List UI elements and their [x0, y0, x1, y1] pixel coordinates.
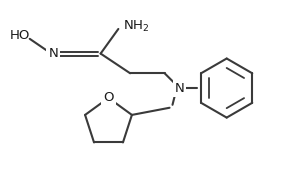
Text: O: O [103, 91, 114, 104]
Text: NH$_2$: NH$_2$ [123, 18, 150, 33]
Text: N: N [48, 47, 58, 60]
Text: N: N [175, 82, 184, 95]
Text: HO: HO [10, 29, 30, 42]
